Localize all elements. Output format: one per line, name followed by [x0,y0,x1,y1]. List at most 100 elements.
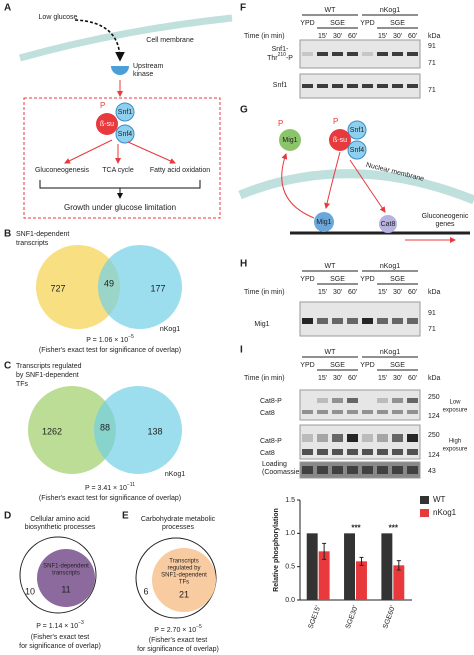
y-tick-label: 1.5 [285,497,295,504]
phospho: P [100,101,105,110]
marker: 43 [428,468,436,475]
band [362,410,373,414]
time-tick: 30' [393,375,402,382]
band [377,52,388,56]
band [377,318,388,324]
genes-label: Gluconeogenic [422,213,469,220]
blot [299,389,421,421]
legend-label: WT [433,495,446,504]
band [317,398,328,403]
arrow [127,141,176,164]
error-bar [322,542,327,560]
error-bar [396,560,401,571]
panel-label: H [240,259,247,270]
beta [329,129,351,151]
x-tick-label: SGE30' [345,605,360,630]
test: for significance of overlap) [137,646,219,653]
strain-label: WT [325,263,337,270]
band [407,318,418,324]
legend-label: nKog1 [433,508,457,517]
band [392,410,403,414]
strain-label: WT [325,7,337,14]
x-tick-label: SGE60' [382,605,397,630]
panel-label: F [240,3,246,14]
band [317,318,328,324]
p-exp: −11 [127,482,135,488]
kda-label: kDa [428,33,441,40]
band [392,434,403,442]
count: 10 [25,586,35,596]
marker: 91 [428,43,436,50]
p-value: P = 1.06 × 10−5 [86,334,134,344]
test: (Fisher's exact test for significance of… [39,495,181,502]
venn-circle [37,549,95,607]
panel-e: Carbohydrate metabolic processes Transcr… [135,516,219,653]
row-label: Thr210-P [267,52,293,62]
p-value: P = 1.14 × 10−3 [36,620,84,630]
test: (Fisher's exact test [149,637,208,644]
snf1 [347,120,367,140]
exposure-label: High [449,439,461,445]
beta [96,113,118,135]
time-tick: 60' [408,33,417,40]
time-tick: 15' [378,289,387,296]
panel-a: Low glucose Cell membrane Upstream kinas… [19,14,233,219]
band [317,466,328,474]
media-label: SGE [390,276,405,283]
p-value: P = 2.70 × 10−5 [154,624,202,634]
band [362,449,373,455]
time-tick: 15' [378,375,387,382]
test: for significance of overlap) [19,643,101,650]
time-tick: 15' [318,289,327,296]
band [377,410,388,414]
set-label: TFs [16,381,29,388]
band [302,449,313,455]
set-label: processes [162,524,194,531]
media-label: SGE [330,20,345,27]
bar [318,551,330,600]
band [377,398,388,403]
x-tick-label: SGE15' [308,605,323,630]
panel-label: B [4,229,11,240]
kinase-label: Upstream [133,63,164,70]
band [347,466,358,474]
band [407,398,418,403]
inner-label: Transcripts [169,559,198,565]
band [302,52,313,56]
band [317,52,328,56]
band [362,466,373,474]
band [302,434,313,442]
time-tick: 30' [393,33,402,40]
media-label: YPD [300,276,314,283]
marker: 250 [428,432,440,439]
panel-g: Nuclear membrane Mig1 P P ß-su Snf1 Snf4… [238,117,474,243]
set-label: SNF1-dependent [16,231,69,238]
time-tick: 30' [333,375,342,382]
loading-label: Loading [262,461,287,468]
membrane-label: Cell membrane [146,37,194,44]
p-text: P = 1.06 × 10 [86,337,128,344]
media-label: SGE [390,20,405,27]
inner-label: TFs [179,580,189,586]
band [392,52,403,56]
band [302,410,313,414]
time-tick: 15' [318,375,327,382]
mig1 [314,212,334,232]
set-label: Cellular amino acid [30,516,90,523]
bar [381,533,393,600]
y-tick-label: 0.0 [285,597,295,604]
band-label: Cat8-P [260,438,282,445]
phospho: P [278,119,283,128]
time-label: Time (in min) [244,33,285,40]
row-label: -P [286,55,293,62]
row-label: Mig1 [254,321,269,328]
band [407,52,418,56]
time-tick: 60' [408,289,417,296]
band [392,398,403,403]
band [347,434,358,442]
arrow [324,151,341,209]
phospho: P [333,117,338,126]
set-label: by SNF1-dependent [16,372,79,379]
p-exp: −5 [128,334,134,340]
